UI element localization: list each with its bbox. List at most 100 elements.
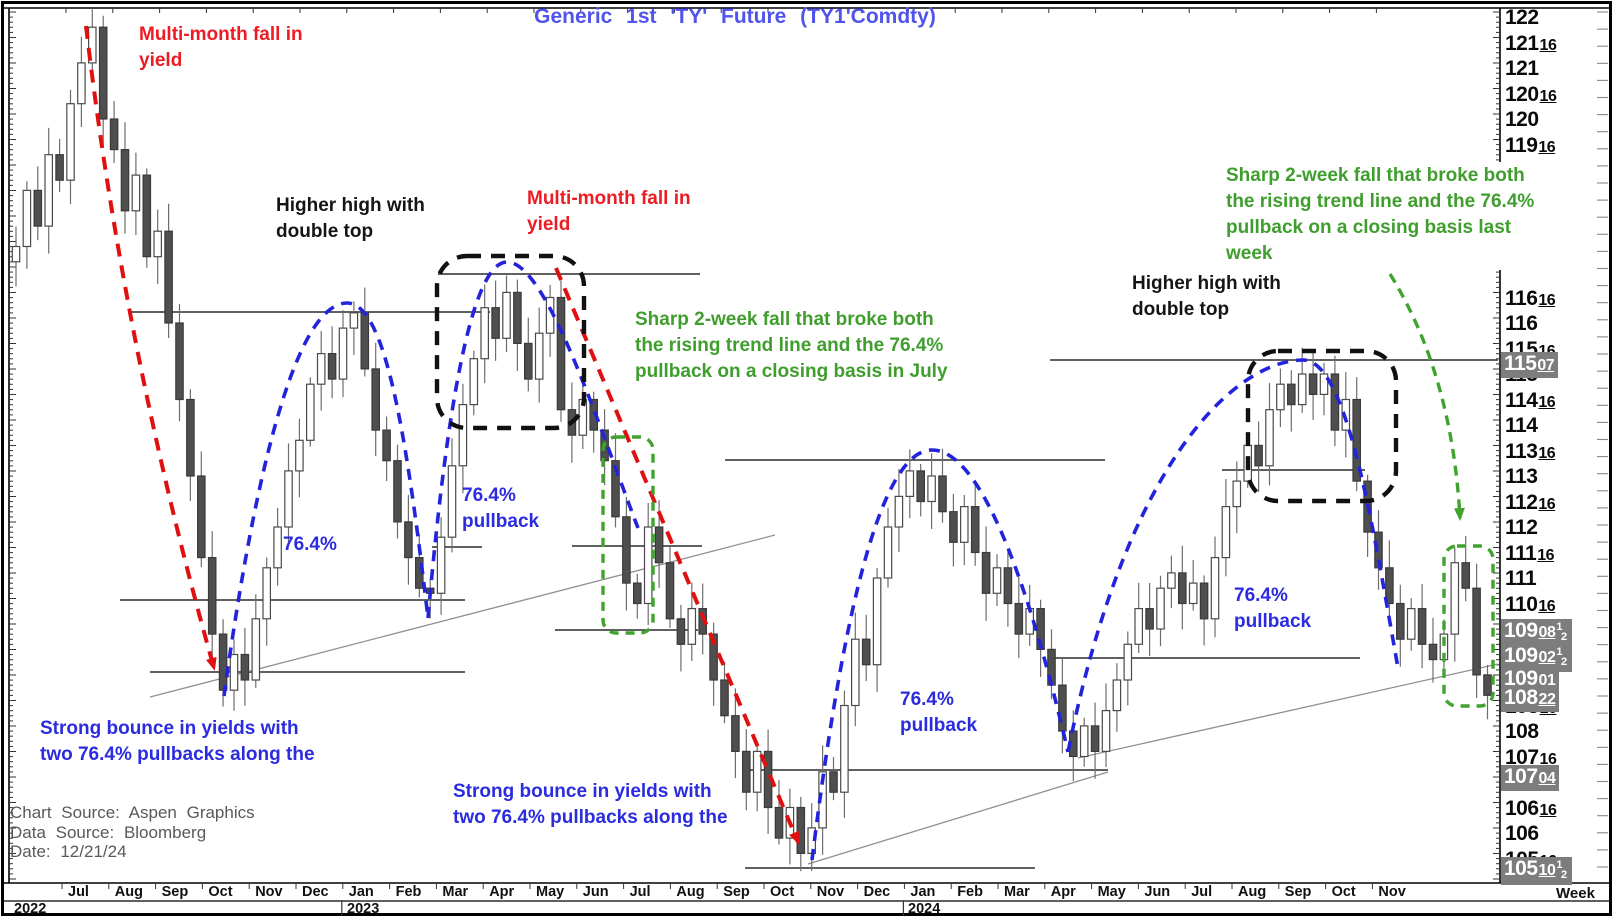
price-tick-label: 11316 <box>1505 439 1556 463</box>
annotation-line: the rising trend line and the 76.4% <box>1226 191 1535 212</box>
annotation-pullback-3: 76.4% pullback <box>900 687 977 739</box>
annotation-line: pullback on a closing basis in July <box>635 361 948 382</box>
price-tick-label: 114 <box>1505 414 1538 437</box>
price-marker-highlight: 10704 <box>1501 765 1560 791</box>
annotation-line: 76.4% <box>462 485 516 506</box>
month-axis-label: Feb <box>395 884 422 900</box>
month-axis-label: Aug <box>676 884 705 900</box>
month-axis-label: Apr <box>1050 884 1076 900</box>
month-axis-label: Jul <box>629 884 651 900</box>
annotation-line: pullback <box>462 511 540 532</box>
annotation-strong-bounce-1: Strong bounce in yields with two 76.4% p… <box>40 716 315 768</box>
annotation-line: 76.4% <box>283 534 337 555</box>
annotation-line: pullback <box>900 715 978 736</box>
month-axis-label: Jul <box>68 884 89 900</box>
price-marker-highlight: 1090812 <box>1501 619 1572 647</box>
annotation-line: pullback on a closing basis last <box>1226 217 1512 238</box>
price-tick-label: 11416 <box>1505 388 1556 412</box>
month-axis-label: Apr <box>489 884 515 900</box>
month-axis-label: May <box>1097 884 1126 900</box>
price-tick-label: 121 <box>1505 57 1539 80</box>
month-axis-label: Mar <box>442 884 469 900</box>
month-axis-label: Jul <box>1191 884 1213 900</box>
month-axis-label: Sep <box>1284 884 1312 900</box>
annotation-line: yield <box>527 214 571 235</box>
month-axis-label: May <box>536 884 565 900</box>
price-tick-label: 113 <box>1505 465 1538 488</box>
annotation-sharp-fall-last-week: Sharp 2-week fall that broke both the ri… <box>1222 162 1543 270</box>
annotation-line: Strong bounce in yields with <box>40 718 299 739</box>
annotation-strong-bounce-2: Strong bounce in yields with two 76.4% p… <box>453 779 728 831</box>
annotation-sharp-fall-july: Sharp 2-week fall that broke both the ri… <box>635 307 948 385</box>
annotation-line: two 76.4% pullbacks along the <box>453 807 728 828</box>
chart-title: Generic 1st 'TY' Future (TY1'Comdty) <box>534 5 936 28</box>
annotation-line: double top <box>276 221 374 242</box>
month-axis-label: Dec <box>302 884 329 900</box>
price-tick-label: 112 <box>1505 516 1538 539</box>
month-axis-label: Aug <box>1238 884 1267 900</box>
annotation-line: yield <box>139 50 183 71</box>
month-axis-label: Jun <box>1144 884 1171 900</box>
annotation-line: Sharp 2-week fall that broke both <box>635 309 934 330</box>
price-tick-label: 111 <box>1505 567 1537 590</box>
annotation-line: double top <box>1132 299 1230 320</box>
price-tick-label: 10716 <box>1505 745 1557 769</box>
month-axis-label: Jan <box>910 884 936 900</box>
month-axis-label: Sep <box>723 884 750 900</box>
month-axis-label: Jun <box>582 884 609 900</box>
year-axis-label: 2022 <box>14 901 47 917</box>
chart-source: Chart Source: Aspen Graphics <box>10 803 255 822</box>
price-marker-highlight: 10822 <box>1501 686 1560 712</box>
price-tick-label: 10616 <box>1505 796 1557 820</box>
month-axis-label: Dec <box>863 884 891 900</box>
price-tick-label: 106 <box>1505 822 1539 845</box>
price-tick-label: 108 <box>1505 720 1539 743</box>
annotation-line: Multi-month fall in <box>527 188 691 209</box>
price-tick-label: 116 <box>1505 312 1538 335</box>
annotation-multi-month-fall-1: Multi-month fall in yield <box>139 22 303 74</box>
annotation-multi-month-fall-2: Multi-month fall in yield <box>527 186 691 238</box>
source-block: Chart Source: Aspen Graphics Data Source… <box>10 803 255 862</box>
price-tick-label: 12016 <box>1505 82 1557 106</box>
price-tick-label: 11016 <box>1505 592 1556 616</box>
month-axis-label: Sep <box>161 884 189 900</box>
annotation-line: Higher high with <box>1132 273 1281 294</box>
month-axis-label: Nov <box>816 884 845 900</box>
price-tick-label: 11916 <box>1505 133 1556 157</box>
month-axis-label: Feb <box>957 884 983 900</box>
annotation-pullback-1: 76.4% <box>283 532 337 558</box>
month-axis-label: Oct <box>208 884 233 900</box>
price-tick-label: 122 <box>1505 6 1539 29</box>
annotation-line: week <box>1226 243 1273 264</box>
annotation-line: Multi-month fall in <box>139 24 303 45</box>
annotation-line: Higher high with <box>276 195 425 216</box>
price-tick-label: 11616 <box>1505 286 1556 310</box>
annotation-higher-high-2: Higher high with double top <box>1132 271 1281 323</box>
annotation-pullback-4: 76.4% pullback <box>1234 583 1311 635</box>
price-tick-label: 120 <box>1505 108 1539 131</box>
annotation-line: pullback <box>1234 611 1312 632</box>
price-tick-label: 11216 <box>1505 490 1556 514</box>
month-axis-label: Jan <box>348 884 374 900</box>
annotation-line: 76.4% <box>1234 585 1288 606</box>
year-axis-label: 2023 <box>347 901 380 917</box>
chart-date: Date: 12/21/24 <box>10 842 127 861</box>
annotation-pullback-2: 76.4% pullback <box>462 483 539 535</box>
annotation-line: Sharp 2-week fall that broke both <box>1226 165 1525 186</box>
price-marker-highlight: 1051012 <box>1501 857 1572 885</box>
annotation-line: two 76.4% pullbacks along the <box>40 744 315 765</box>
price-tick-label: 12116 <box>1505 31 1557 55</box>
month-axis-label: Aug <box>114 884 143 900</box>
annotation-line: the rising trend line and the 76.4% <box>635 335 944 356</box>
month-axis-label: Oct <box>770 884 795 900</box>
annotation-line: Strong bounce in yields with <box>453 781 712 802</box>
month-axis-label: Nov <box>1378 884 1406 900</box>
price-tick-label: 11116 <box>1505 541 1555 565</box>
week-axis-label: Week <box>1556 885 1595 902</box>
data-source: Data Source: Bloomberg <box>10 822 207 842</box>
year-axis-label: 2024 <box>908 901 941 917</box>
month-axis-label: Nov <box>255 884 283 900</box>
month-axis-label: Oct <box>1331 884 1356 900</box>
